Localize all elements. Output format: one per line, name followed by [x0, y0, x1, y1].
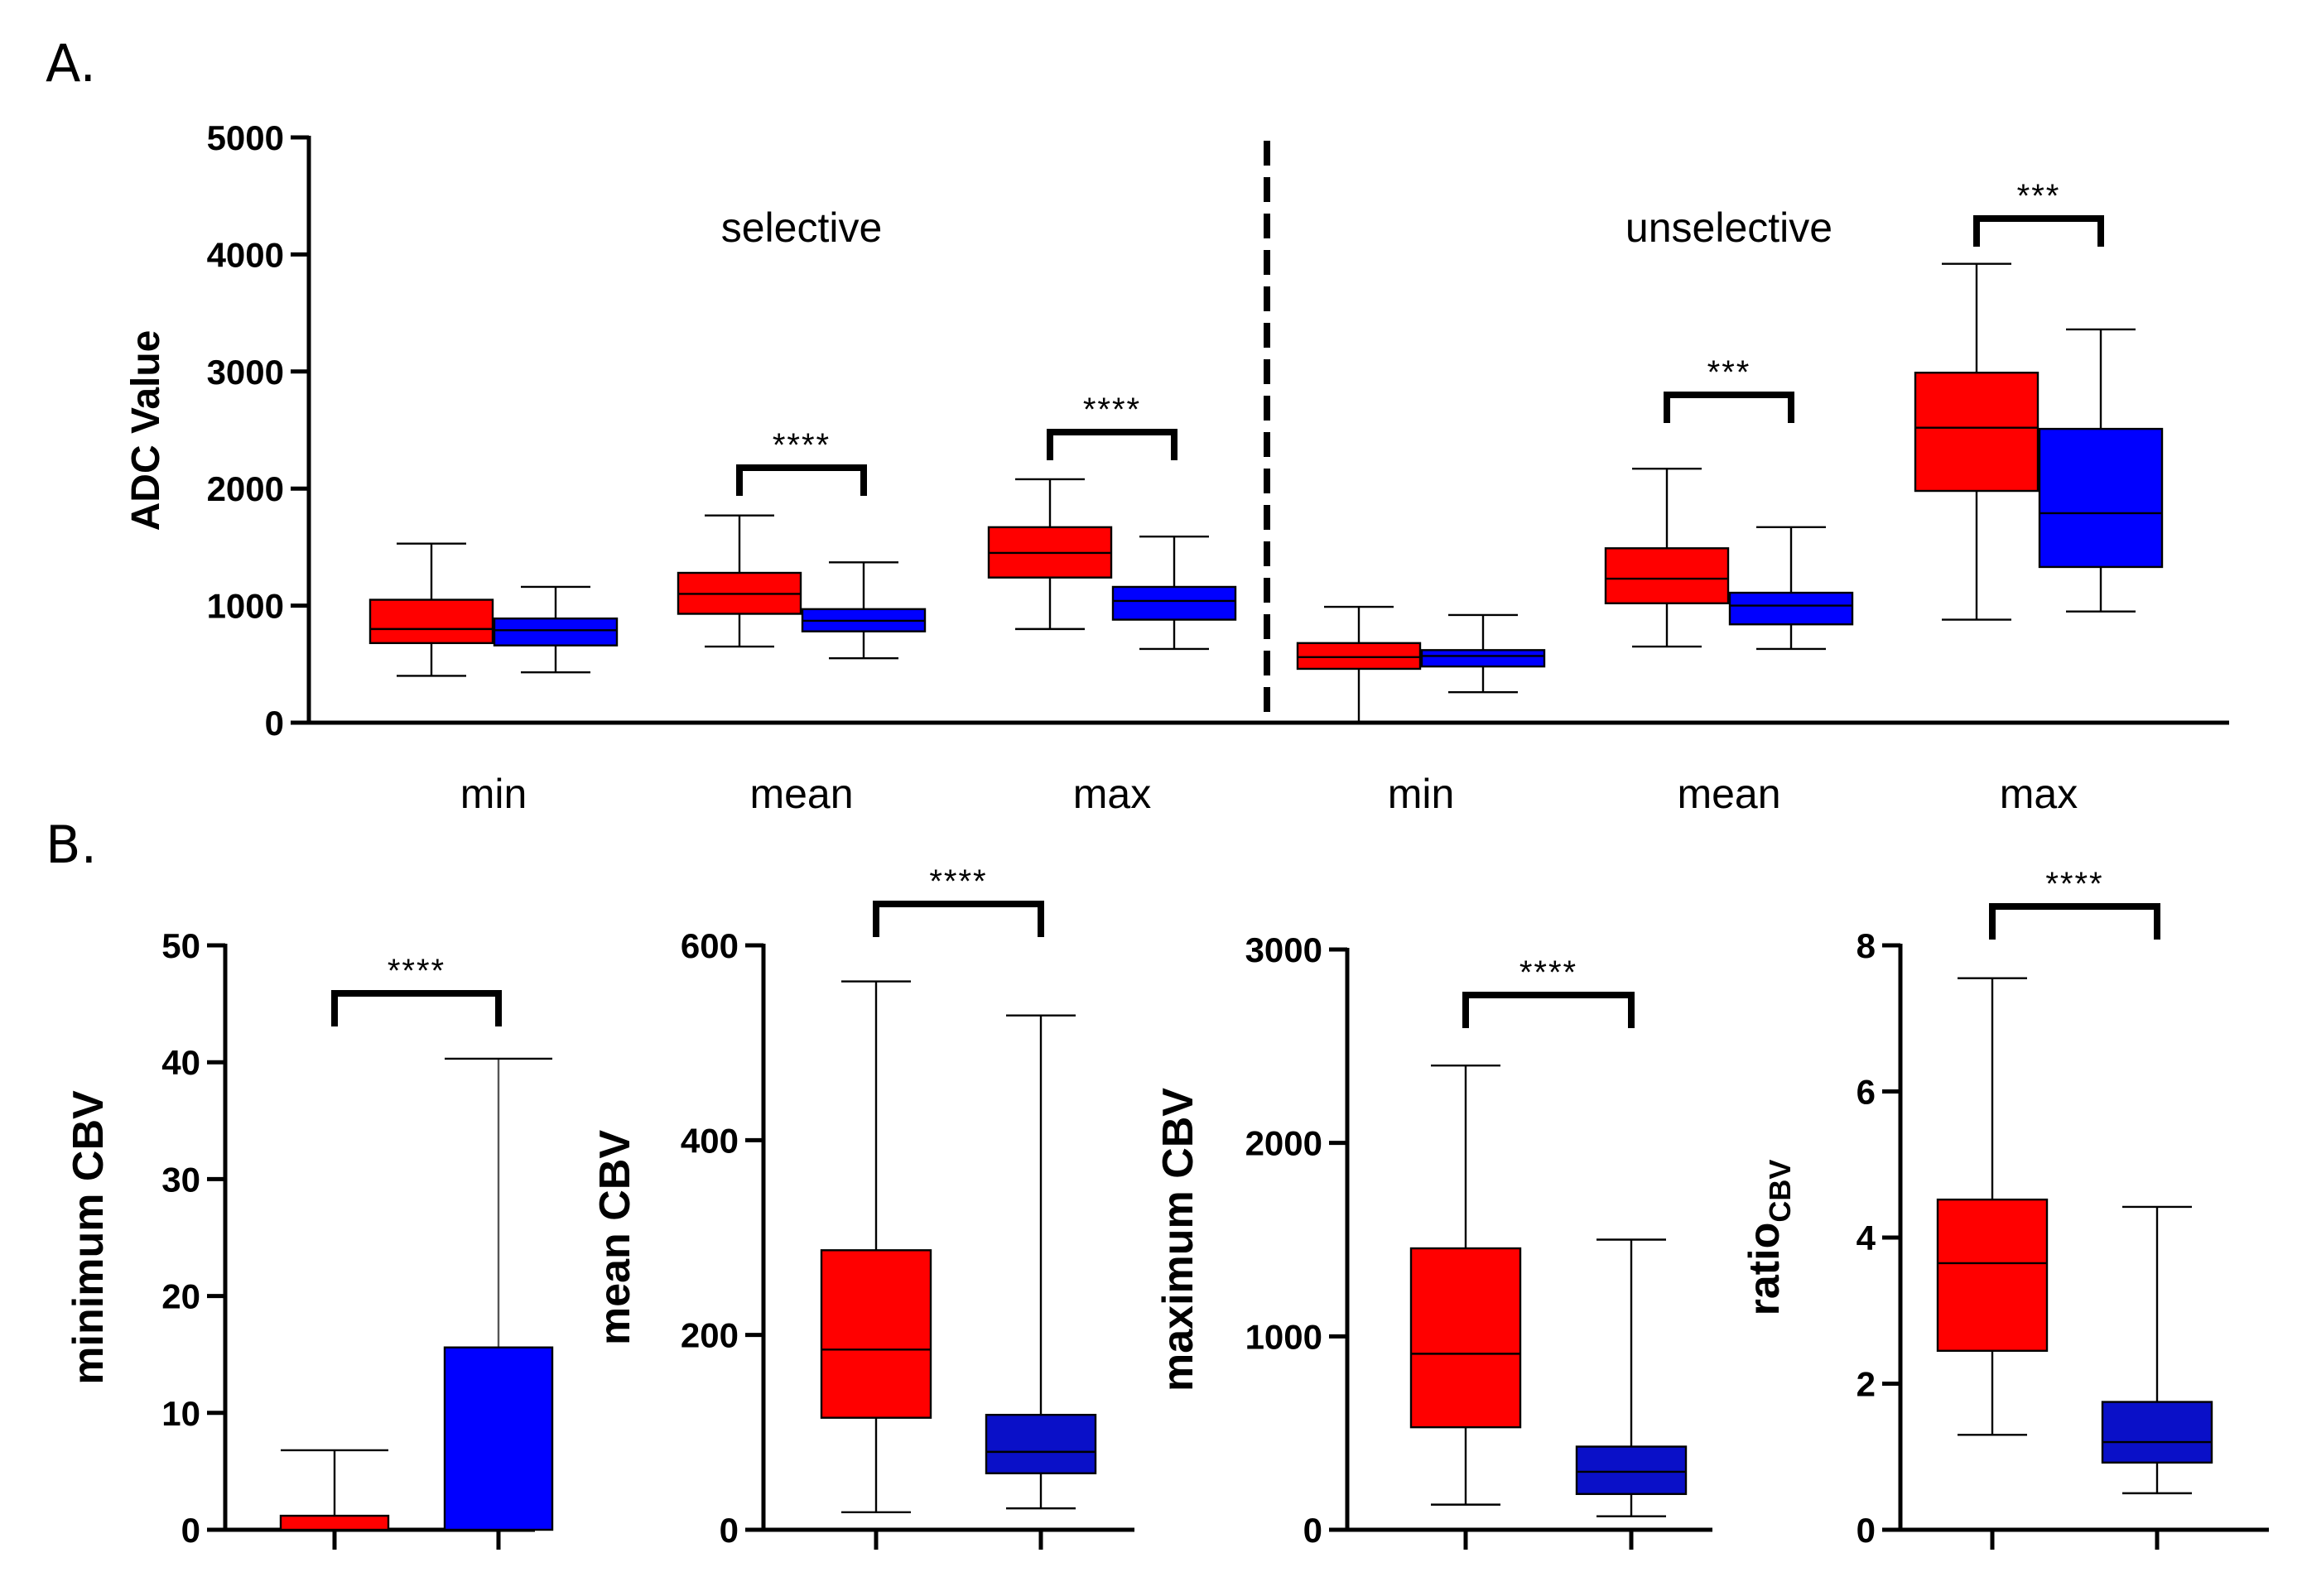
a-bracket: [736, 464, 867, 496]
a-box-blue-box: [493, 617, 619, 647]
b2-y-tick-label: 400: [681, 1121, 739, 1160]
b4-y-axis-label-text: ratio: [1741, 1223, 1789, 1316]
chart-b-minimum-cbv: 0 10 20 30 40 50 minimum CBV ****: [65, 926, 554, 1550]
b4-box-red-box: [1936, 1198, 2049, 1352]
a-group-label: unselective: [1625, 204, 1832, 251]
b2-y-tick-label: 0: [720, 1511, 739, 1550]
a-y-axis-label: ADC Value: [124, 330, 168, 531]
b2-box-red-box: [820, 1249, 932, 1419]
a-category-label: max: [2000, 771, 2078, 817]
chart-b-mean-cbv: 0 200 400 600 mean CBV ****: [591, 863, 1134, 1550]
b1-y-tick-label: 0: [181, 1511, 200, 1550]
b3-sig-label: ****: [1519, 954, 1577, 991]
b2-box-blue-box: [985, 1413, 1097, 1474]
chart-b-maximum-cbv: 0 1000 2000 3000 maximum CBV ****: [1154, 930, 1712, 1550]
a-y-tick-label: 2000: [207, 469, 284, 508]
a-sig-label: ***: [1707, 354, 1751, 391]
b1-bracket: [331, 990, 502, 1026]
a-box-blue-box: [1728, 591, 1854, 626]
chart-b-ratio-cbv: 0 2 4 6 8 ratioCBV ****: [1741, 866, 2269, 1550]
a-y-tick-label: 5000: [207, 118, 284, 157]
b3-box-red-box: [1409, 1247, 1522, 1429]
a-bracket: [1047, 429, 1177, 460]
b4-box-blue-box: [2101, 1401, 2213, 1464]
b4-y-axis-label: ratioCBV: [1741, 1160, 1797, 1316]
b2-sig-label: ****: [929, 863, 987, 900]
a-y-tick-label: 3000: [207, 353, 284, 392]
a-sig-label: ***: [2017, 178, 2061, 214]
a-box-red-box: [1604, 547, 1730, 604]
b4-y-tick-label: 2: [1857, 1365, 1876, 1404]
a-box-blue-box: [2038, 427, 2164, 569]
b1-y-axis-label-text: minimum CBV: [65, 1090, 113, 1385]
b3-bracket: [1462, 992, 1635, 1028]
b2-y-tick-label: 600: [681, 926, 739, 965]
a-bracket: [1664, 392, 1794, 423]
b3-y-axis-label: maximum CBV: [1154, 1088, 1202, 1392]
a-y-tick-label: 1000: [207, 587, 284, 626]
a-category-label: mean: [1677, 771, 1780, 817]
b1-y-tick-label: 10: [161, 1394, 200, 1433]
b3-y-tick-label: 3000: [1245, 930, 1322, 969]
chart-a: 0 1000 2000 3000 4000 5000 ADC Value selective u…: [124, 118, 2229, 817]
b1-sig-label: ****: [388, 953, 445, 989]
b1-y-tick-label: 30: [161, 1160, 200, 1199]
b2-y-axis-label: mean CBV: [591, 1130, 639, 1345]
a-y-tick-label: 4000: [207, 235, 284, 274]
b2-y-axis-label-text: mean CBV: [591, 1130, 639, 1345]
b4-sig-label: ****: [2045, 866, 2103, 902]
b3-y-tick-label: 0: [1303, 1511, 1322, 1550]
b2-bracket: [873, 901, 1044, 937]
a-box-blue-box: [1111, 585, 1237, 621]
a-box-blue-box: [1420, 649, 1546, 668]
b3-y-axis-label-text: maximum CBV: [1154, 1088, 1202, 1392]
b3-box-blue-box: [1575, 1445, 1688, 1495]
b1-y-tick-label: 40: [161, 1043, 200, 1082]
b1-bar: [443, 1346, 554, 1531]
a-category-label: min: [460, 771, 527, 817]
a-category-label: mean: [749, 771, 853, 817]
a-bracket: [1973, 215, 2104, 247]
a-box-red-box: [368, 598, 494, 645]
b2-y-tick-label: 200: [681, 1316, 739, 1355]
b4-y-axis-label-subscript: CBV: [1763, 1160, 1797, 1223]
b1-y-tick-label: 20: [161, 1277, 200, 1316]
a-box-red-box: [1296, 642, 1422, 671]
panel-label-b: B.: [46, 815, 97, 875]
a-category-label: min: [1388, 771, 1455, 817]
b1-y-tick-label: 50: [161, 926, 200, 965]
a-sig-label: ****: [1083, 392, 1141, 428]
a-sig-label: ****: [773, 427, 831, 464]
panel-label-a: A.: [46, 33, 96, 94]
b4-bracket: [1989, 903, 2160, 940]
b4-y-tick-label: 4: [1857, 1219, 1876, 1257]
a-box-red-box: [1914, 372, 2040, 493]
b4-y-tick-label: 0: [1857, 1511, 1876, 1550]
b3-y-tick-label: 2000: [1245, 1124, 1322, 1163]
a-category-label: max: [1073, 771, 1151, 817]
a-group-label: selective: [721, 204, 883, 251]
b1-bar: [279, 1514, 390, 1531]
b3-y-tick-label: 1000: [1245, 1317, 1322, 1356]
a-y-tick-label: 0: [265, 704, 284, 743]
b4-y-tick-label: 6: [1857, 1073, 1876, 1112]
b1-y-axis-label: minimum CBV: [65, 1090, 113, 1385]
b4-y-tick-label: 8: [1857, 926, 1876, 965]
